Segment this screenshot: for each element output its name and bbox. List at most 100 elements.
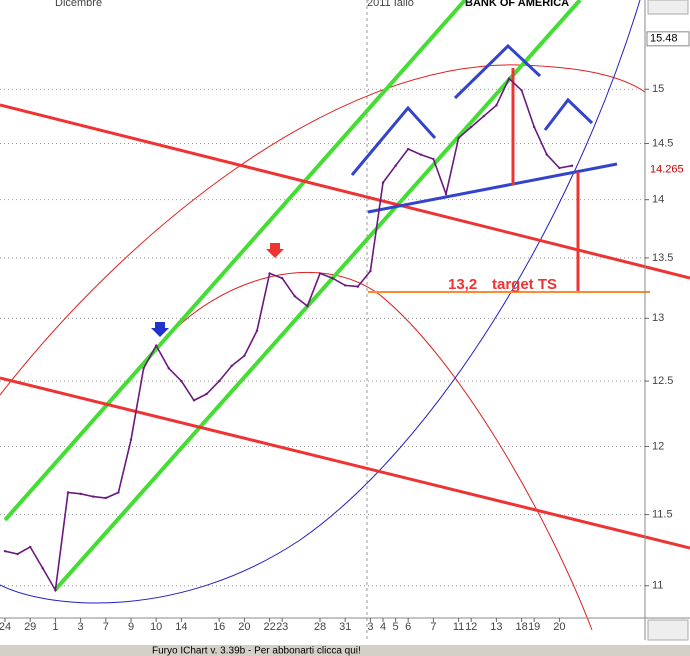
x-tick-label: 9	[128, 621, 134, 633]
toolbar[interactable]	[647, 619, 689, 641]
price-label-box	[646, 31, 690, 47]
neckline	[367, 162, 618, 214]
price-label: 15.48	[650, 33, 678, 45]
x-tick-label: 5	[393, 621, 399, 633]
price-point	[482, 114, 485, 118]
price-point	[444, 192, 448, 196]
x-tick-label: 20	[553, 621, 565, 633]
x-tick-label: 10	[150, 621, 162, 633]
price-point	[344, 284, 347, 287]
x-tick-label: 31	[339, 621, 351, 633]
price-point	[268, 272, 271, 275]
price-point	[3, 549, 7, 553]
y-tick-label: 14.5	[652, 137, 673, 149]
price-point	[558, 166, 561, 170]
arc	[159, 271, 593, 631]
toolbar[interactable]	[647, 0, 689, 15]
x-tick-label: 19	[528, 621, 540, 633]
y-tick-label: 13.5	[652, 252, 673, 264]
price-point	[205, 392, 208, 396]
price-point	[381, 181, 385, 184]
y-tick-label: 12	[652, 440, 664, 452]
arrow	[151, 322, 169, 337]
price-point	[155, 344, 158, 347]
x-tick-label: 4	[380, 621, 386, 633]
x-tick-label: 22	[263, 621, 275, 633]
y-tick-label: 15	[652, 83, 664, 95]
price-point	[470, 125, 473, 129]
price-point	[293, 295, 296, 298]
price-point	[457, 136, 460, 140]
price-point	[79, 492, 82, 496]
price-point	[29, 545, 32, 549]
x-tick-label: 7	[430, 621, 436, 633]
x-tick-label: 29	[24, 621, 36, 633]
price-point	[54, 588, 57, 592]
x-tick-label: 1	[52, 621, 58, 633]
annotation: 13,2	[448, 276, 477, 293]
price-point	[167, 367, 170, 370]
price-line	[4, 77, 573, 593]
right-shoulder	[543, 97, 594, 131]
price-point	[432, 157, 435, 161]
price-point	[394, 164, 397, 167]
y-tick-label: 12.5	[652, 375, 673, 387]
status-bar	[0, 645, 690, 656]
channel-line	[3, 0, 467, 522]
x-tick-label: 12	[465, 621, 477, 633]
price-point	[520, 89, 523, 92]
price-point	[180, 379, 183, 383]
price-point	[41, 567, 44, 570]
trend-line	[0, 376, 690, 550]
price-point	[570, 164, 574, 167]
price-point	[545, 153, 548, 156]
drawings	[0, 0, 690, 631]
footer-link[interactable]: Furyo IChart v. 3.39b - Per abbonarti cl…	[152, 646, 361, 656]
price-point	[369, 269, 372, 273]
price-label: 14.265	[650, 164, 684, 176]
annotation: target TS	[492, 276, 557, 293]
price-point	[192, 399, 196, 402]
price-point	[117, 491, 120, 494]
price-point	[419, 153, 422, 156]
period-label: 2011 Iallo	[367, 0, 414, 9]
price-point	[507, 77, 511, 80]
y-tick-label: 11	[652, 580, 663, 592]
x-tick-label: 11	[453, 621, 464, 633]
x-tick-label: 20	[238, 621, 250, 633]
price-point	[495, 104, 498, 107]
price-point	[243, 354, 246, 357]
price-point	[92, 495, 95, 498]
x-tick-label: 16	[213, 621, 225, 633]
y-tick-label: 11.5	[652, 508, 673, 520]
y-tick-label: 14	[652, 194, 664, 206]
x-tick-label: 3	[367, 621, 373, 633]
head	[453, 43, 542, 100]
x-tick-label: 23	[276, 621, 288, 633]
channel-line	[53, 0, 582, 592]
price-point	[104, 496, 108, 500]
x-tick-label: 14	[175, 621, 187, 633]
x-tick-label: 13	[490, 621, 502, 633]
price-label-box	[647, 162, 689, 177]
x-tick-label: 6	[405, 621, 411, 633]
price-point	[407, 147, 410, 151]
price-point	[318, 272, 322, 275]
price-point	[533, 125, 536, 129]
arrow	[266, 243, 284, 258]
x-tick-label: 3	[78, 621, 84, 633]
chart-title: BANK OF AMERICA	[465, 0, 569, 9]
price-point	[306, 304, 309, 308]
price-point	[331, 276, 334, 280]
x-tick-label: 24	[0, 621, 11, 633]
x-tick-label: 28	[314, 621, 326, 633]
y-tick-label: 13	[652, 312, 664, 324]
price-point	[230, 364, 233, 368]
price-point	[218, 379, 221, 383]
x-tick-label: 7	[103, 621, 109, 633]
price-point	[142, 367, 145, 370]
period-label: Dicembre	[55, 0, 102, 9]
parabola	[0, 0, 641, 604]
